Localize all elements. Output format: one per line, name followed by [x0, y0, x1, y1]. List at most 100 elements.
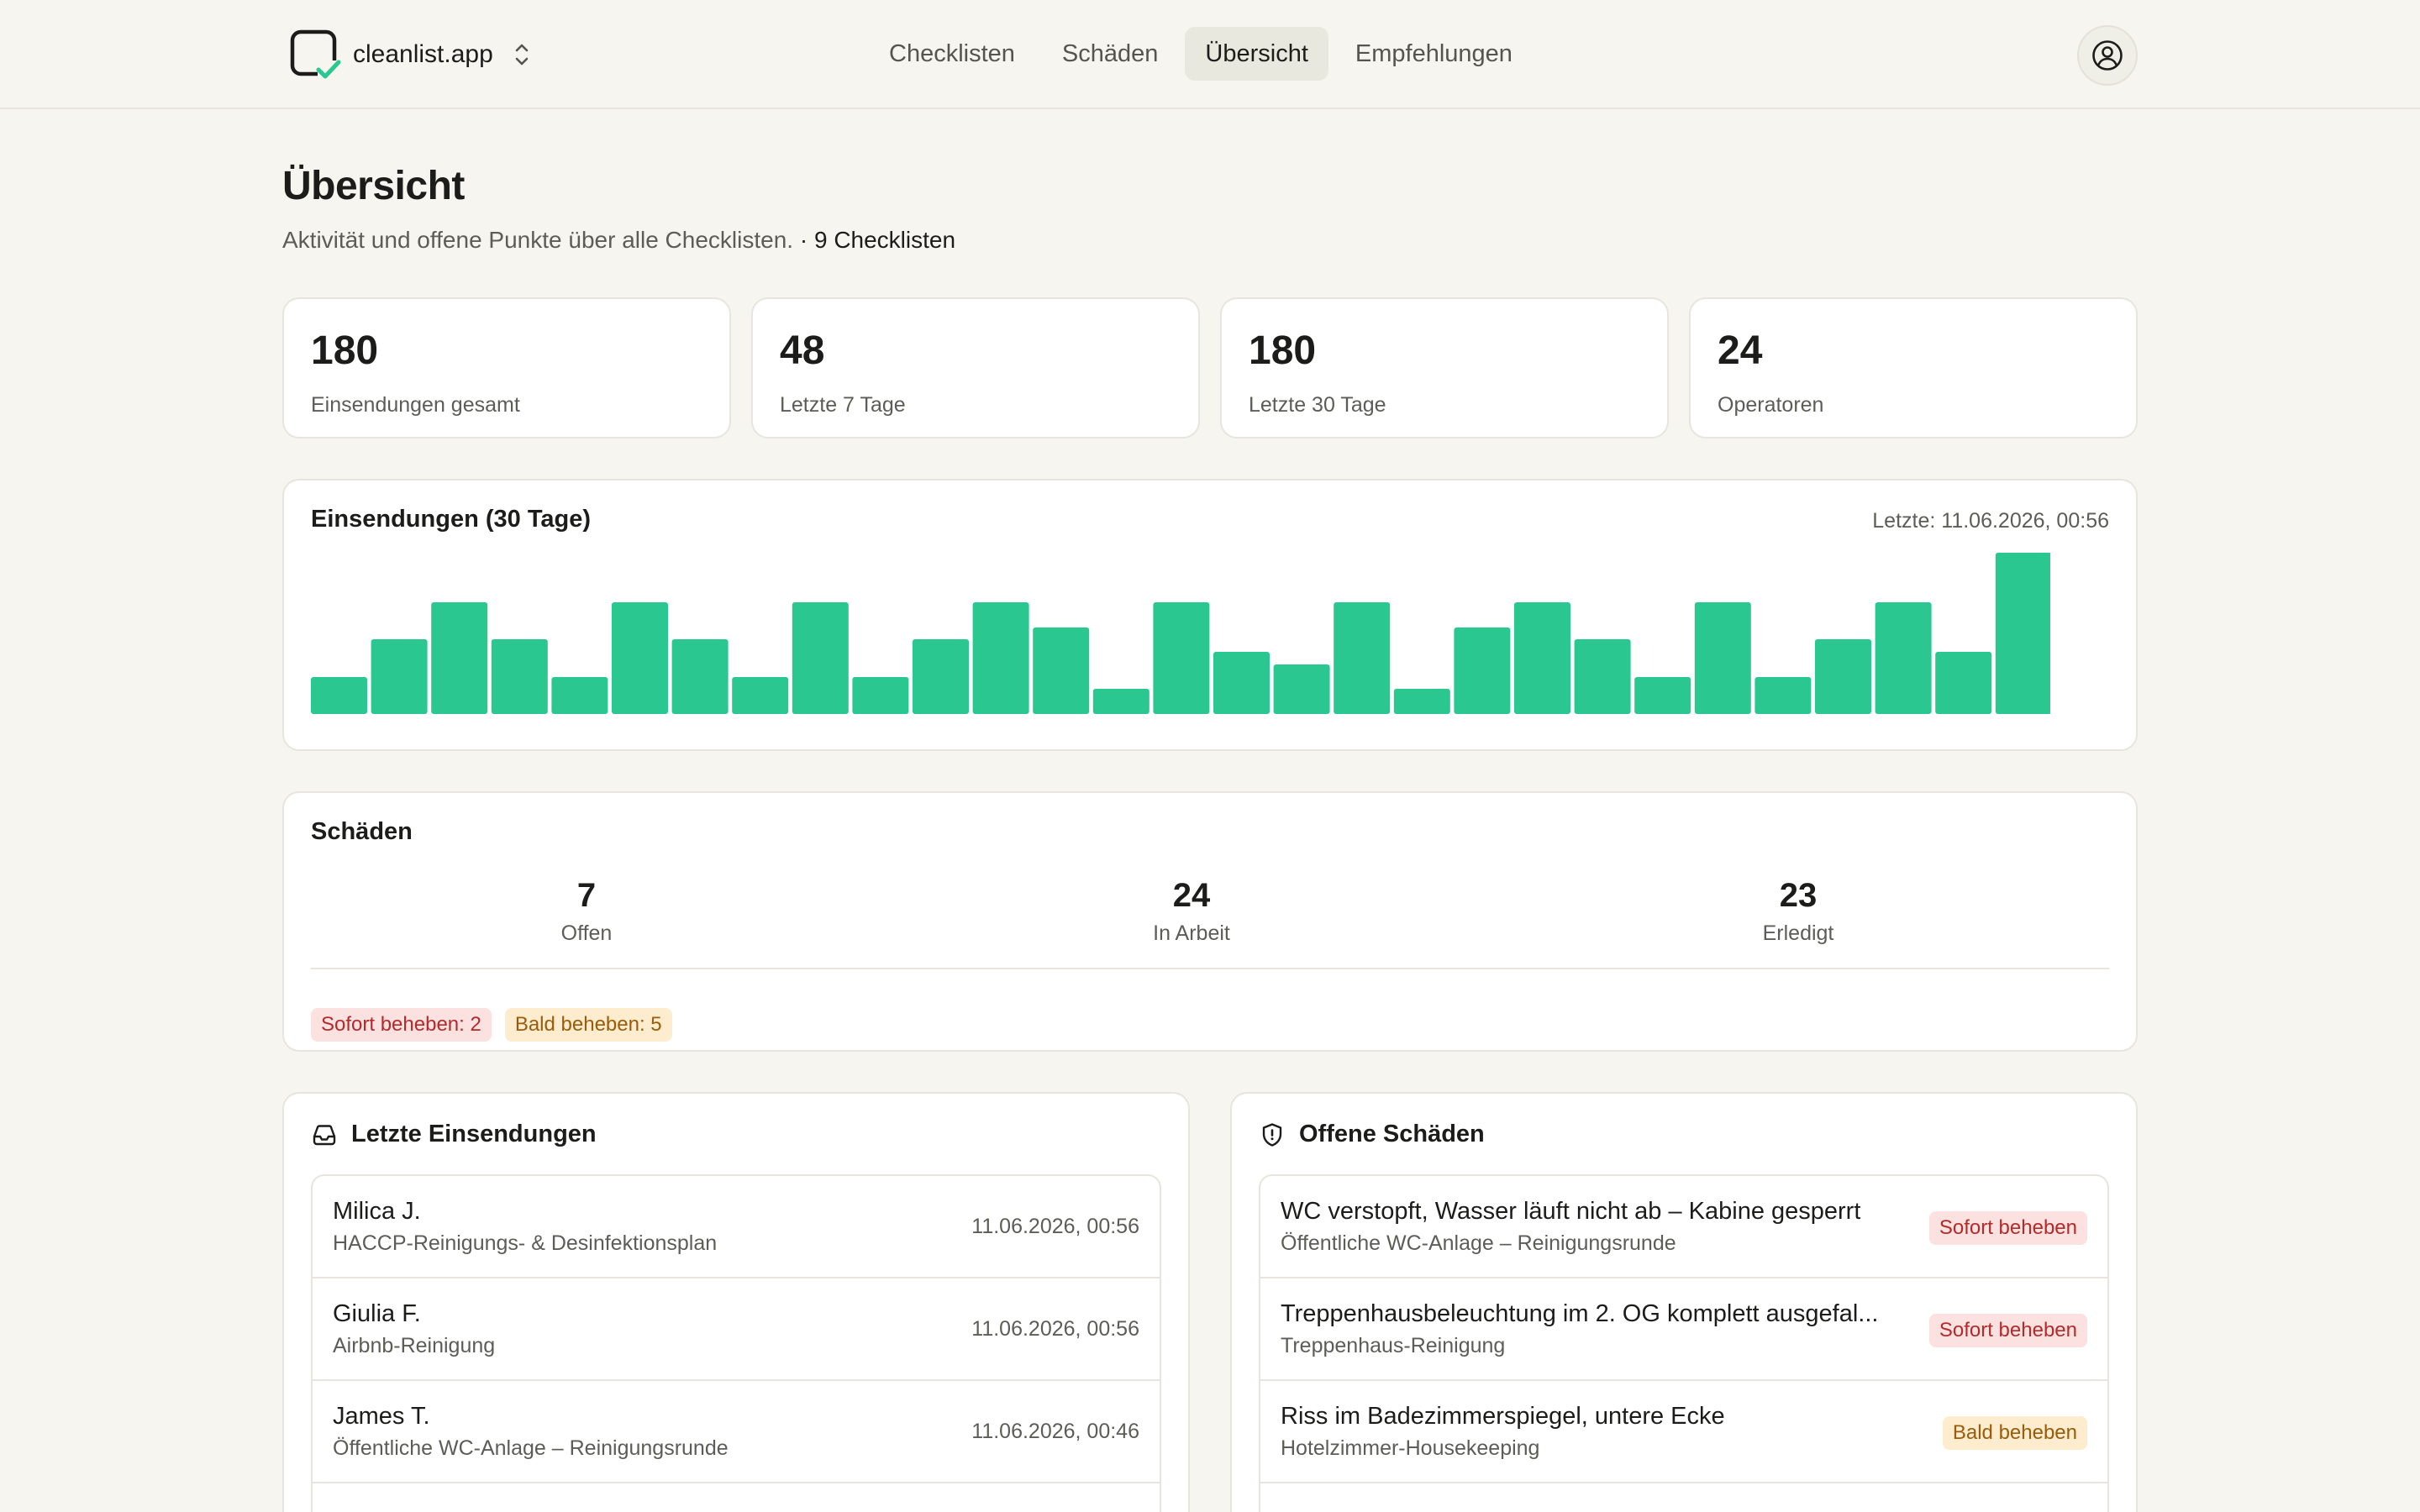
urgent-badge[interactable]: Sofort beheben: 2: [311, 1008, 492, 1042]
chart-bar[interactable]: [972, 602, 1029, 714]
chart-bar[interactable]: [1694, 602, 1751, 714]
chart-bar[interactable]: [913, 639, 969, 714]
damages-open: 7 Offen: [284, 877, 889, 946]
chart-bar[interactable]: [1273, 664, 1330, 714]
chart-bar[interactable]: [1033, 627, 1090, 714]
chart-bar[interactable]: [1393, 689, 1450, 714]
chart-last-submission: Letzte: 11.06.2026, 00:56: [1872, 509, 2109, 533]
damages-summary-card: Schäden 7 Offen 24 In Arbeit 23 Erledigt…: [282, 791, 2138, 1052]
open-damages-title: Offene Schäden: [1299, 1121, 1485, 1147]
main-nav: Checklisten Schäden Übersicht Empfehlung…: [869, 27, 1533, 81]
stat-label: Einsendungen gesamt: [311, 393, 520, 417]
chart-bar[interactable]: [311, 677, 367, 714]
stat-label: Letzte 7 Tage: [780, 393, 906, 417]
damages-in-progress-value: 24: [1172, 877, 1211, 914]
chart-bar[interactable]: [1514, 602, 1570, 714]
chart-bar[interactable]: [1574, 639, 1631, 714]
list-item[interactable]: James T. Öffentliche WC-Anlage – Reinigu…: [313, 1381, 1160, 1483]
soon-badge[interactable]: Bald beheben: 5: [504, 1008, 672, 1042]
chart-bar[interactable]: [1815, 639, 1871, 714]
chart-bar[interactable]: [371, 639, 428, 714]
stat-value: 180: [311, 328, 379, 373]
stat-card-operators: 24 Operatoren: [1689, 297, 2138, 438]
submission-time: 11.06.2026, 00:46: [971, 1420, 1139, 1443]
nav-empfehlungen[interactable]: Empfehlungen: [1355, 39, 1512, 67]
submission-time: 11.06.2026, 00:56: [971, 1317, 1139, 1341]
submission-checklist: HACCP-Reinigungs- & Desinfektionsplan: [333, 1231, 718, 1255]
submission-checklist: Öffentliche WC-Anlage – Reinigungsrunde: [333, 1436, 729, 1460]
user-circle-icon: [2092, 40, 2123, 71]
chart-bar[interactable]: [431, 602, 488, 714]
damages-open-value: 7: [576, 877, 597, 914]
chart-bar[interactable]: [1153, 602, 1210, 714]
damage-location: Treppenhaus-Reinigung: [1281, 1334, 1506, 1357]
damage-priority-badge: Sofort beheben: [1928, 1211, 2087, 1245]
submissions-chart-card: Einsendungen (30 Tage) Letzte: 11.06.202…: [282, 479, 2138, 751]
chart-bar[interactable]: [1634, 677, 1691, 714]
damage-title: WC verstopft, Wasser läuft nicht ab – Ka…: [1281, 1198, 1861, 1225]
workspace-switcher[interactable]: cleanlist.app: [289, 25, 532, 84]
top-header: cleanlist.app Checklisten Schäden Übersi…: [0, 0, 2420, 109]
chart-bar[interactable]: [1875, 602, 1932, 714]
chart-bar[interactable]: [1995, 553, 2050, 714]
damages-done-label: Erledigt: [1762, 921, 1834, 945]
checklist-count: · 9 Checklisten: [799, 227, 956, 253]
chart-bar[interactable]: [1092, 689, 1150, 714]
chart-bar[interactable]: [1754, 677, 1812, 714]
submission-checklist: Airbnb-Reinigung: [333, 1334, 496, 1357]
stat-value: 48: [780, 328, 825, 373]
damages-done-value: 23: [1779, 877, 1818, 914]
damage-location: Hotelzimmer-Housekeeping: [1281, 1436, 1540, 1460]
damages-done: 23 Erledigt: [1496, 877, 2101, 946]
chart-bar[interactable]: [612, 602, 668, 714]
chart-bar[interactable]: [551, 677, 608, 714]
nav-schaeden[interactable]: Schäden: [1061, 39, 1159, 67]
damages-in-progress-label: In Arbeit: [1153, 921, 1230, 945]
list-item[interactable]: [313, 1483, 1160, 1512]
chart-bar[interactable]: [852, 677, 909, 714]
shield-icon: [1262, 1122, 1282, 1147]
stat-card-30-days: 180 Letzte 30 Tage: [1220, 297, 1669, 438]
list-item[interactable]: Treppenhausbeleuchtung im 2. OG komplett…: [1260, 1278, 2107, 1381]
chart-bar[interactable]: [1213, 652, 1270, 714]
recent-submissions-title: Letzte Einsendungen: [351, 1121, 597, 1147]
chart-bar[interactable]: [1454, 627, 1511, 714]
open-damages-header: Offene Schäden: [1259, 1121, 1485, 1148]
stat-value: 24: [1718, 328, 1763, 373]
chevron-up-down-icon: [515, 44, 529, 66]
stat-label: Operatoren: [1718, 393, 1824, 417]
stat-label: Letzte 30 Tage: [1249, 393, 1386, 417]
chart-bar[interactable]: [732, 677, 789, 714]
bar-chart-svg: [311, 553, 2050, 714]
chart-bar[interactable]: [1935, 652, 1992, 714]
submission-operator: Giulia F.: [333, 1300, 421, 1327]
page-title: Übersicht: [282, 164, 465, 208]
submission-operator: Milica J.: [333, 1198, 421, 1225]
chart-title: Einsendungen (30 Tage): [311, 506, 592, 533]
nav-checklisten[interactable]: Checklisten: [889, 39, 1015, 67]
brand-name: cleanlist.app: [353, 40, 493, 68]
recent-submissions-list: Milica J. HACCP-Reinigungs- & Desinfekti…: [311, 1174, 1161, 1512]
user-menu-button[interactable]: [2077, 25, 2138, 86]
chart-bar[interactable]: [1334, 602, 1391, 714]
damage-title: Treppenhausbeleuchtung im 2. OG komplett…: [1281, 1300, 1879, 1327]
damage-priority-badge: Sofort beheben: [1928, 1314, 2087, 1347]
list-item[interactable]: [1260, 1483, 2107, 1512]
stat-card-total: 180 Einsendungen gesamt: [282, 297, 731, 438]
divider: [311, 968, 2109, 969]
page-subtitle: Aktivität und offene Punkte über alle Ch…: [282, 227, 955, 254]
stat-value: 180: [1249, 328, 1317, 373]
priority-badges: Sofort beheben: 2 Bald beheben: 5: [311, 1008, 672, 1042]
recent-submissions-panel: Letzte Einsendungen Milica J. HACCP-Rein…: [282, 1092, 1190, 1512]
list-item[interactable]: Riss im Badezimmerspiegel, untere Ecke H…: [1260, 1381, 2107, 1483]
chart-bar[interactable]: [491, 639, 548, 714]
damages-open-label: Offen: [560, 921, 613, 945]
chart-bar[interactable]: [671, 639, 729, 714]
list-item[interactable]: Giulia F. Airbnb-Reinigung 11.06.2026, 0…: [313, 1278, 1160, 1381]
nav-uebersicht[interactable]: Übersicht: [1185, 27, 1328, 81]
stat-card-7-days: 48 Letzte 7 Tage: [751, 297, 1200, 438]
submission-time: 11.06.2026, 00:56: [971, 1215, 1139, 1238]
list-item[interactable]: Milica J. HACCP-Reinigungs- & Desinfekti…: [313, 1176, 1160, 1278]
list-item[interactable]: WC verstopft, Wasser läuft nicht ab – Ka…: [1260, 1176, 2107, 1278]
chart-bar[interactable]: [792, 602, 849, 714]
